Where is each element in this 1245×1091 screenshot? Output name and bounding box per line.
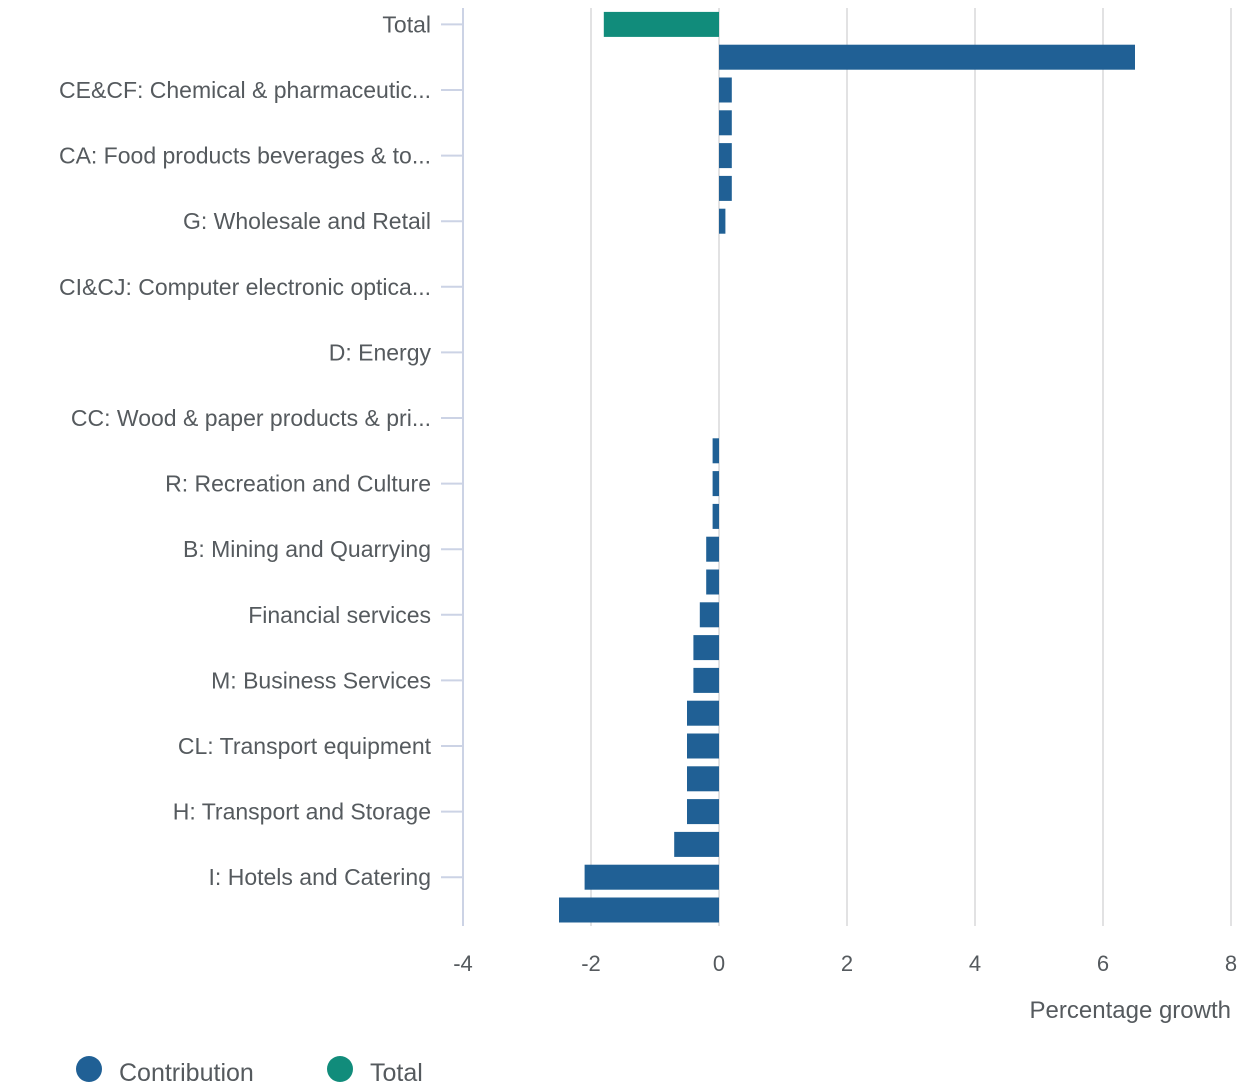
category-label-5: D: Energy	[329, 339, 432, 365]
bar-contribution-3	[719, 110, 732, 136]
category-label-4: CI&CJ: Computer electronic optica...	[59, 274, 431, 300]
x-tick-label-4: 4	[969, 951, 981, 976]
category-label-7: R: Recreation and Culture	[165, 471, 431, 497]
category-label-3: G: Wholesale and Retail	[183, 208, 431, 234]
category-label-10: M: Business Services	[211, 667, 431, 693]
bar-contribution-5	[719, 175, 732, 201]
x-tick-label-1: -2	[581, 951, 601, 976]
x-tick-labels: -4 -2 0 2 4 6 8	[453, 951, 1237, 976]
category-label-8: B: Mining and Quarrying	[183, 536, 431, 562]
bar-contribution-14	[712, 471, 719, 497]
category-label-9: Financial services	[248, 602, 431, 628]
bar-contribution-17	[706, 569, 719, 595]
x-tick-label-6: 8	[1225, 951, 1237, 976]
legend-total-label: Total	[370, 1059, 423, 1086]
bar-contribution-2	[719, 77, 732, 103]
y-axis	[441, 8, 464, 926]
x-axis-title: Percentage growth	[1030, 997, 1231, 1024]
bar-total-0	[603, 11, 719, 37]
x-tick-label-0: -4	[453, 951, 473, 976]
bar-contribution-21	[687, 700, 719, 726]
legend-contribution-label: Contribution	[119, 1059, 254, 1086]
bar-contribution-15	[712, 503, 719, 529]
legend-contribution-swatch	[76, 1056, 102, 1082]
category-label-0: Total	[382, 11, 431, 37]
bar-contribution-20	[693, 667, 719, 693]
bar-contribution-26	[584, 864, 719, 890]
category-label-6: CC: Wood & paper products & pri...	[71, 405, 431, 431]
bar-contribution-27	[559, 897, 719, 923]
x-tick-label-3: 2	[841, 951, 853, 976]
bar-contribution-16	[706, 536, 719, 562]
bar-contribution-22	[687, 733, 719, 759]
legend-total-swatch	[327, 1056, 353, 1082]
bar-contribution-18	[699, 602, 719, 628]
bar-contribution-25	[674, 831, 719, 857]
bar-contribution-6	[719, 208, 726, 234]
bar-contribution-24	[687, 799, 719, 825]
category-label-11: CL: Transport equipment	[178, 733, 432, 759]
bar-contribution-1	[719, 44, 1135, 70]
legend: Contribution Total	[76, 1056, 423, 1087]
bar-contribution-13	[712, 438, 719, 464]
category-label-12: H: Transport and Storage	[173, 799, 431, 825]
category-label-1: CE&CF: Chemical & pharmaceutic...	[59, 77, 431, 103]
category-labels: Total CE&CF: Chemical & pharmaceutic... CA…	[59, 11, 432, 890]
bar-contribution-4	[719, 143, 732, 169]
category-label-2: CA: Food products beverages & to...	[59, 143, 431, 169]
bar-contribution-23	[687, 766, 719, 792]
bar-contribution-19	[693, 635, 719, 661]
bars	[559, 11, 1135, 923]
x-tick-label-2: 0	[713, 951, 725, 976]
category-label-13: I: Hotels and Catering	[209, 864, 431, 890]
x-tick-label-5: 6	[1097, 951, 1109, 976]
